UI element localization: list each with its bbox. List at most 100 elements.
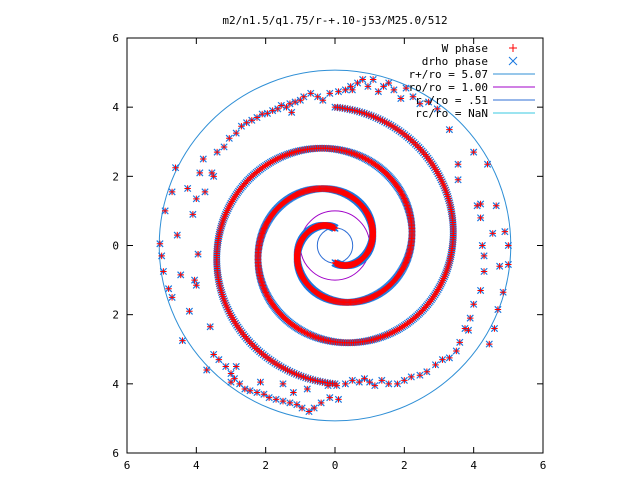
w-point bbox=[172, 164, 179, 171]
w-point bbox=[446, 126, 453, 133]
w-point bbox=[260, 283, 267, 291]
w-point bbox=[354, 79, 361, 87]
w-point bbox=[470, 301, 477, 308]
w-point bbox=[401, 196, 409, 204]
w-point bbox=[477, 287, 484, 294]
w-point bbox=[259, 280, 266, 288]
w-point bbox=[260, 285, 268, 292]
w-point bbox=[365, 157, 372, 164]
w-point bbox=[265, 294, 272, 302]
w-point bbox=[454, 176, 462, 183]
legend-label: rc/ro = NaN bbox=[415, 107, 488, 120]
w-point bbox=[404, 203, 411, 211]
w-point bbox=[250, 171, 257, 179]
w-point bbox=[189, 211, 197, 218]
w-point bbox=[385, 380, 392, 388]
w-point bbox=[335, 396, 342, 403]
circle-3 bbox=[316, 227, 354, 264]
w-point bbox=[263, 290, 270, 298]
w-phase-points bbox=[156, 76, 512, 415]
w-point bbox=[215, 356, 223, 363]
w-point bbox=[362, 155, 369, 163]
legend-label: r-/ro = .51 bbox=[415, 94, 488, 107]
w-point bbox=[203, 366, 210, 374]
w-point bbox=[243, 119, 250, 126]
w-point bbox=[501, 228, 509, 235]
w-point bbox=[401, 377, 408, 384]
legend-label: r+/ro = 5.07 bbox=[409, 68, 488, 81]
w-point bbox=[353, 151, 360, 158]
w-point bbox=[168, 188, 176, 196]
w-point bbox=[261, 286, 268, 293]
w-point bbox=[402, 199, 410, 206]
w-point bbox=[243, 178, 250, 186]
w-point bbox=[248, 173, 256, 180]
w-point bbox=[220, 143, 228, 151]
w-point bbox=[356, 378, 363, 386]
w-point bbox=[238, 122, 245, 130]
w-point bbox=[244, 177, 251, 184]
w-point bbox=[505, 261, 512, 268]
w-point bbox=[279, 380, 287, 388]
w-point bbox=[201, 188, 209, 196]
w-point bbox=[456, 339, 463, 346]
w-point bbox=[272, 396, 280, 403]
w-point bbox=[274, 105, 281, 113]
w-point bbox=[311, 404, 318, 412]
w-point bbox=[310, 333, 317, 340]
w-point bbox=[326, 394, 333, 401]
w-point bbox=[248, 117, 255, 124]
w-point bbox=[342, 380, 349, 388]
w-point bbox=[174, 231, 181, 239]
w-point bbox=[461, 325, 469, 332]
w-point bbox=[351, 150, 358, 158]
w-point bbox=[253, 389, 261, 396]
w-point bbox=[364, 83, 372, 90]
y-tick-label: 2 bbox=[112, 170, 119, 183]
w-point bbox=[231, 375, 238, 382]
w-point bbox=[349, 86, 356, 94]
x-tick-label: 2 bbox=[401, 459, 408, 472]
w-point bbox=[213, 148, 221, 156]
w-point bbox=[279, 397, 287, 405]
w-point bbox=[409, 93, 417, 100]
w-point bbox=[253, 114, 261, 121]
w-point bbox=[191, 276, 198, 284]
w-point bbox=[305, 331, 313, 338]
w-point bbox=[236, 380, 243, 388]
w-point bbox=[193, 195, 200, 203]
y-tick-label: 6 bbox=[112, 32, 119, 45]
w-point bbox=[484, 161, 491, 168]
w-point bbox=[227, 370, 235, 377]
w-point bbox=[245, 175, 253, 183]
w-point bbox=[366, 378, 373, 386]
x-tick-label: 0 bbox=[332, 459, 339, 472]
w-point bbox=[300, 93, 307, 100]
w-point bbox=[414, 311, 422, 318]
w-point bbox=[251, 170, 258, 177]
x-tick-label: 4 bbox=[193, 459, 200, 472]
w-point bbox=[397, 95, 405, 102]
w-point bbox=[161, 207, 169, 215]
legend-marker bbox=[508, 56, 518, 66]
w-point bbox=[454, 161, 462, 168]
w-point bbox=[160, 268, 167, 275]
w-point bbox=[499, 288, 507, 296]
w-point bbox=[356, 152, 363, 160]
w-point bbox=[246, 387, 254, 394]
w-point bbox=[489, 230, 496, 237]
w-point bbox=[286, 100, 294, 107]
w-point bbox=[307, 90, 314, 97]
w-point bbox=[361, 375, 368, 382]
w-point bbox=[342, 86, 349, 94]
w-point bbox=[491, 325, 498, 332]
w-point bbox=[262, 289, 269, 296]
w-point bbox=[398, 189, 405, 197]
w-point bbox=[302, 329, 310, 337]
y-tick-label: 0 bbox=[112, 240, 119, 253]
w-point bbox=[298, 404, 306, 412]
circle-1 bbox=[158, 69, 512, 422]
w-point bbox=[467, 314, 474, 322]
